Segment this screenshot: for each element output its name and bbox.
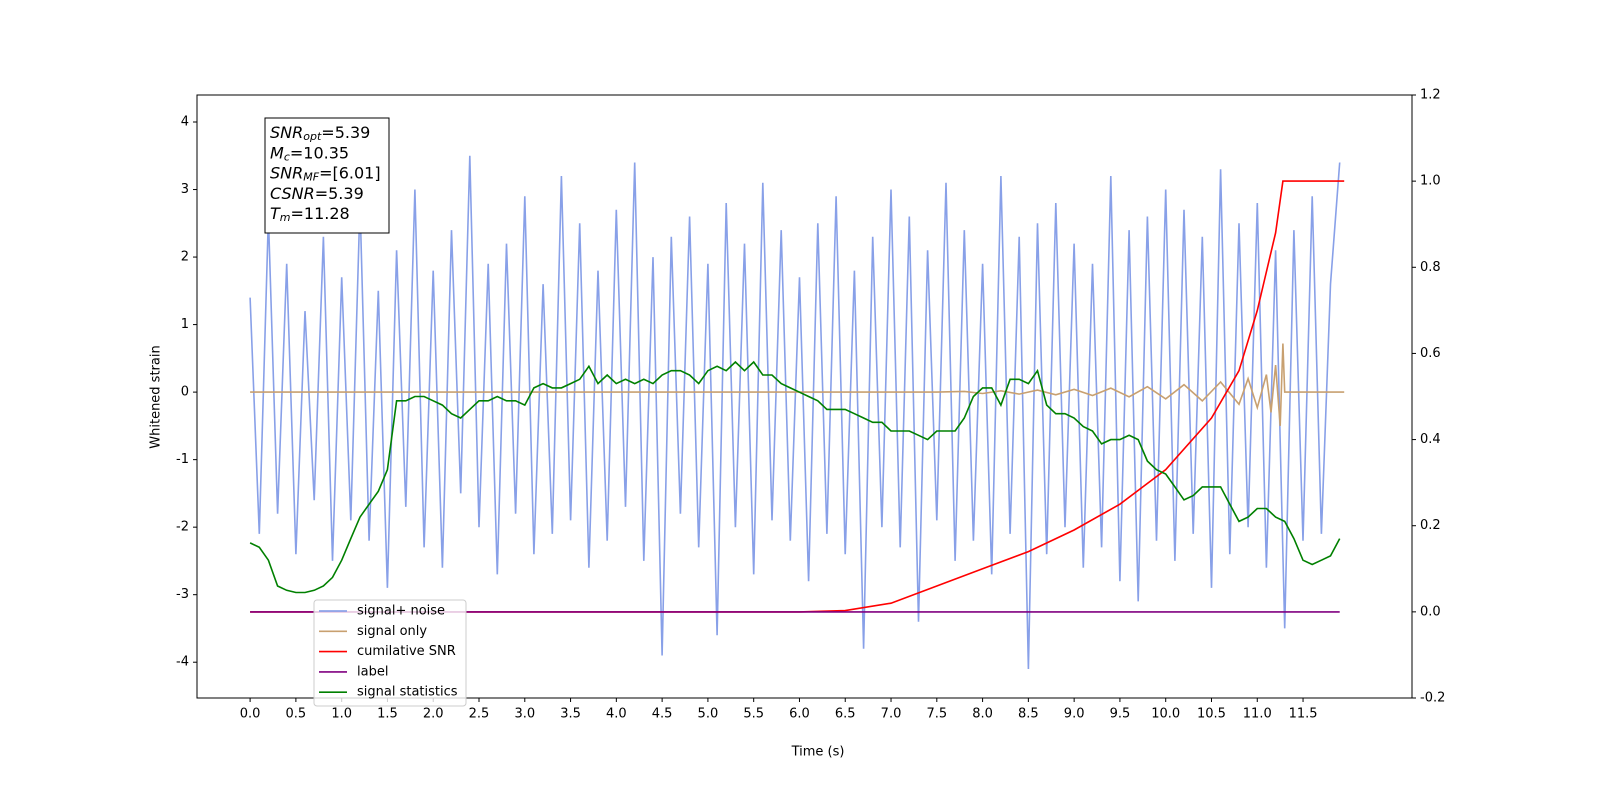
annotation-value: =10.35 <box>290 143 349 162</box>
y2-tick-label: 1.2 <box>1420 88 1441 103</box>
x-tick-label: 4.5 <box>652 707 673 722</box>
annotation-line: Tm=11.28 <box>270 204 350 225</box>
annotation-box: SNRopt=5.39Mc=10.35SNRMF=[6.01]CSNR=5.39… <box>264 117 390 234</box>
annotation-subscript: MF <box>303 171 319 184</box>
x-tick-label: 1.0 <box>331 707 352 722</box>
y-axis-label: Whitened strain <box>149 345 164 448</box>
x-tick-label: 1.5 <box>377 707 398 722</box>
x-tick-label: 9.5 <box>1110 707 1131 722</box>
y-tick-label: -3 <box>176 587 189 602</box>
plot-area <box>249 155 1345 670</box>
annotation-line: CSNR=5.39 <box>270 183 364 202</box>
x-tick-label: 7.5 <box>926 707 947 722</box>
annotation-value: =[6.01] <box>319 163 381 182</box>
y2-tick-label: -0.2 <box>1420 691 1445 706</box>
x-tick-label: 6.5 <box>835 707 856 722</box>
x-tick-label: 11.0 <box>1243 707 1272 722</box>
x-tick-label: 10.5 <box>1197 707 1226 722</box>
y2-tick-label: 0.2 <box>1420 518 1441 533</box>
y-tick-label: -4 <box>176 655 189 670</box>
x-tick-label: 2.0 <box>423 707 444 722</box>
legend-label: label <box>357 664 388 679</box>
annotation-line: SNRMF=[6.01] <box>270 163 381 184</box>
x-tick-label: 0.5 <box>286 707 307 722</box>
x-tick-label: 5.0 <box>698 707 719 722</box>
annotation-symbol: T <box>270 204 281 223</box>
annotation-symbol: CSNR <box>270 183 315 202</box>
y-tick-label: 0 <box>181 385 189 400</box>
y2-tick-label: 0.6 <box>1420 346 1441 361</box>
series-line <box>250 343 1345 426</box>
annotation-subscript: m <box>280 211 291 224</box>
series-line <box>249 360 1341 594</box>
annotation-symbol: SNR <box>270 123 303 142</box>
x-tick-label: 11.5 <box>1289 707 1318 722</box>
y2-tick-label: 0.8 <box>1420 260 1441 275</box>
x-tick-label: 3.0 <box>514 707 535 722</box>
series-line <box>250 180 1345 613</box>
plot-frame <box>196 94 1413 699</box>
annotation-subscript: c <box>284 150 290 163</box>
y-tick-label: -1 <box>176 452 189 467</box>
y2-tick-label: 1.0 <box>1420 174 1441 189</box>
legend-frame <box>313 599 467 707</box>
annotation-line: Mc=10.35 <box>270 143 349 164</box>
y2-tick-label: 0.4 <box>1420 432 1441 447</box>
x-tick-label: 2.5 <box>469 707 490 722</box>
annotation-value: =5.39 <box>321 123 370 142</box>
annotation-symbol: SNR <box>270 163 303 182</box>
y-tick-label: -2 <box>176 520 189 535</box>
x-axis-label: Time (s) <box>791 745 845 760</box>
legend: signal+ noise signal only cumilative SNR la… <box>313 599 467 707</box>
x-tick-label: 5.5 <box>743 707 764 722</box>
y-tick-label: 3 <box>181 182 189 197</box>
annotation-value: =5.39 <box>315 183 364 202</box>
legend-label: signal only <box>357 624 427 639</box>
x-tick-label: 9.0 <box>1064 707 1085 722</box>
x-tick-label: 10.0 <box>1151 707 1180 722</box>
x-tick-label: 8.5 <box>1018 707 1039 722</box>
y-tick-label: 1 <box>181 317 189 332</box>
x-tick-label: 0.0 <box>240 707 261 722</box>
annotation-frame <box>264 117 390 234</box>
legend-label: signal+ noise <box>357 604 445 619</box>
x-tick-label: 6.0 <box>789 707 810 722</box>
x-tick-label: 7.0 <box>881 707 902 722</box>
x-tick-label: 8.0 <box>972 707 993 722</box>
legend-label: signal statistics <box>357 685 458 700</box>
annotation-symbol: M <box>270 143 284 162</box>
annotation-subscript: opt <box>303 130 322 143</box>
x-tick-label: 4.0 <box>606 707 627 722</box>
y-tick-label: 2 <box>181 250 189 265</box>
annotation-line: SNRopt=5.39 <box>270 123 370 144</box>
y2-tick-label: 0.0 <box>1420 604 1441 619</box>
series-line <box>249 155 1341 670</box>
y-tick-label: 4 <box>181 115 189 130</box>
x-tick-label: 3.5 <box>560 707 581 722</box>
annotation-value: =11.28 <box>291 204 350 223</box>
legend-label: cumilative SNR <box>357 644 456 659</box>
